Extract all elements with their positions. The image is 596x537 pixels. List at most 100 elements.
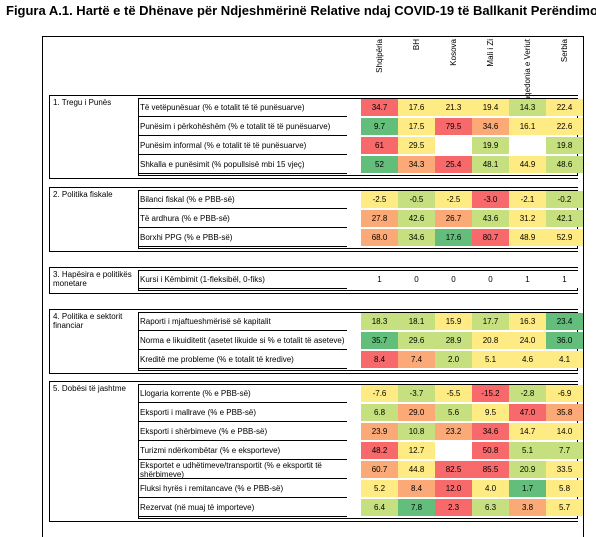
value-cell: -3.0 <box>472 191 509 208</box>
value-cell: 26.7 <box>435 210 472 227</box>
value-cell: 14.0 <box>546 423 583 440</box>
value-cell: 14.3 <box>509 99 546 116</box>
indicator-label: Eksporti i shërbimeve (% e PBB-së) <box>139 423 347 441</box>
value-cell: 47.0 <box>509 404 546 421</box>
value-cell: -2.8 <box>509 385 546 402</box>
value-cell: 17.7 <box>472 313 509 330</box>
value-cell: -7.6 <box>361 385 398 402</box>
value-cell: 44.8 <box>398 461 435 478</box>
value-cell: 8.4 <box>398 480 435 497</box>
value-cell: 23.9 <box>361 423 398 440</box>
section-block <box>49 309 578 374</box>
value-cell: 6.8 <box>361 404 398 421</box>
value-cell: 29.5 <box>398 137 435 154</box>
value-cell: 5.6 <box>435 404 472 421</box>
value-cell: 7.8 <box>398 499 435 516</box>
value-cell: 12.0 <box>435 480 472 497</box>
value-cell: 6.3 <box>472 499 509 516</box>
value-cell: 52.9 <box>546 229 583 246</box>
value-cell: 60.7 <box>361 461 398 478</box>
value-cell: 29.6 <box>398 332 435 349</box>
value-cell: 9.5 <box>472 404 509 421</box>
value-cell: 21.3 <box>435 99 472 116</box>
indicator-label: Kursi i Këmbimit (1-fleksibël, 0-fiks) <box>139 271 347 289</box>
value-cell: 8.4 <box>361 351 398 368</box>
value-cell: 19.8 <box>546 137 583 154</box>
section-block <box>49 187 578 252</box>
value-cell: 18.3 <box>361 313 398 330</box>
footer-note-cut <box>6 523 586 531</box>
value-cell: 17.5 <box>398 118 435 135</box>
country-header: Kosova <box>449 39 458 66</box>
data-map-frame: Shqipëria BH Kosova Mali i Zi Maqedonia e Ve… <box>42 36 584 537</box>
value-cell: 80.7 <box>472 229 509 246</box>
value-cell: 2.3 <box>435 499 472 516</box>
value-cell: 5.2 <box>361 480 398 497</box>
section-block <box>49 95 578 179</box>
value-cell: 10.8 <box>398 423 435 440</box>
section-label: 5. Dobësi të jashtme <box>53 384 126 393</box>
value-cell: 17.6 <box>398 99 435 116</box>
value-cell: 7.4 <box>398 351 435 368</box>
value-cell: -0.5 <box>398 191 435 208</box>
value-cell: 19.9 <box>472 137 509 154</box>
value-cell: 34.6 <box>472 423 509 440</box>
indicator-label: Borxhi PPG (% e PBB-së) <box>139 229 347 247</box>
value-cell: 48.2 <box>361 442 398 459</box>
value-cell: 15.9 <box>435 313 472 330</box>
indicator-label: Punësim informal (% e totalit të të punë… <box>139 137 347 155</box>
value-cell: 22.6 <box>546 118 583 135</box>
value-cell: 44.9 <box>509 156 546 173</box>
section-label: 4. Politika e sektorit financiar <box>53 312 123 330</box>
section-block <box>49 381 578 522</box>
country-header: Mali i Zi <box>486 39 495 67</box>
value-cell: 20.8 <box>472 332 509 349</box>
value-cell: 2.0 <box>435 351 472 368</box>
value-cell: 48.9 <box>509 229 546 246</box>
country-header: Serbia <box>560 39 569 63</box>
value-cell: 34.6 <box>472 118 509 135</box>
value-cell: 1 <box>546 271 583 288</box>
value-cell: 5.1 <box>509 442 546 459</box>
value-cell: 42.6 <box>398 210 435 227</box>
indicator-label: Eksporti i mallrave (% e PBB-së) <box>139 404 347 422</box>
value-cell: 20.9 <box>509 461 546 478</box>
value-cell: 68.0 <box>361 229 398 246</box>
indicator-label: Bilanci fiskal (% e PBB-së) <box>139 191 347 209</box>
figure-title: Figura A.1. Hartë e të Dhënave për Ndjes… <box>6 3 596 18</box>
value-cell: 17.6 <box>435 229 472 246</box>
value-cell: 19.4 <box>472 99 509 116</box>
value-cell: 1.7 <box>509 480 546 497</box>
value-cell: 7.7 <box>546 442 583 459</box>
value-cell: 0 <box>435 271 472 288</box>
section-label: 3. Hapësira e politikës monetare <box>53 270 132 288</box>
indicator-label: Rezervat (në muaj të importeve) <box>139 499 347 517</box>
value-cell: -3.7 <box>398 385 435 402</box>
value-cell: 1 <box>361 271 398 288</box>
country-header: Shqipëria <box>375 39 384 73</box>
value-cell: 33.5 <box>546 461 583 478</box>
indicator-label: Kreditë me probleme (% e totalit të kred… <box>139 351 347 369</box>
value-cell: -2.5 <box>435 191 472 208</box>
value-cell: 23.2 <box>435 423 472 440</box>
value-cell: 5.1 <box>472 351 509 368</box>
value-cell: 6.4 <box>361 499 398 516</box>
value-cell: 5.7 <box>546 499 583 516</box>
value-cell: 4.6 <box>509 351 546 368</box>
value-cell <box>435 137 472 154</box>
indicator-label: Punësim i përkohëshëm (% e totalit të të… <box>139 118 347 136</box>
value-cell: 36.0 <box>546 332 583 349</box>
section-label: 2. Politika fiskale <box>53 190 113 199</box>
value-cell: 52 <box>361 156 398 173</box>
value-cell: 0 <box>472 271 509 288</box>
value-cell: -15.2 <box>472 385 509 402</box>
value-cell: 16.3 <box>509 313 546 330</box>
indicator-label: Norma e likuiditetit (asetet likuide si … <box>139 332 347 350</box>
value-cell: 25.4 <box>435 156 472 173</box>
value-cell: 29.0 <box>398 404 435 421</box>
value-cell <box>509 137 546 154</box>
value-cell: 82.5 <box>435 461 472 478</box>
value-cell: 5.8 <box>546 480 583 497</box>
value-cell: 23.4 <box>546 313 583 330</box>
value-cell: 24.0 <box>509 332 546 349</box>
